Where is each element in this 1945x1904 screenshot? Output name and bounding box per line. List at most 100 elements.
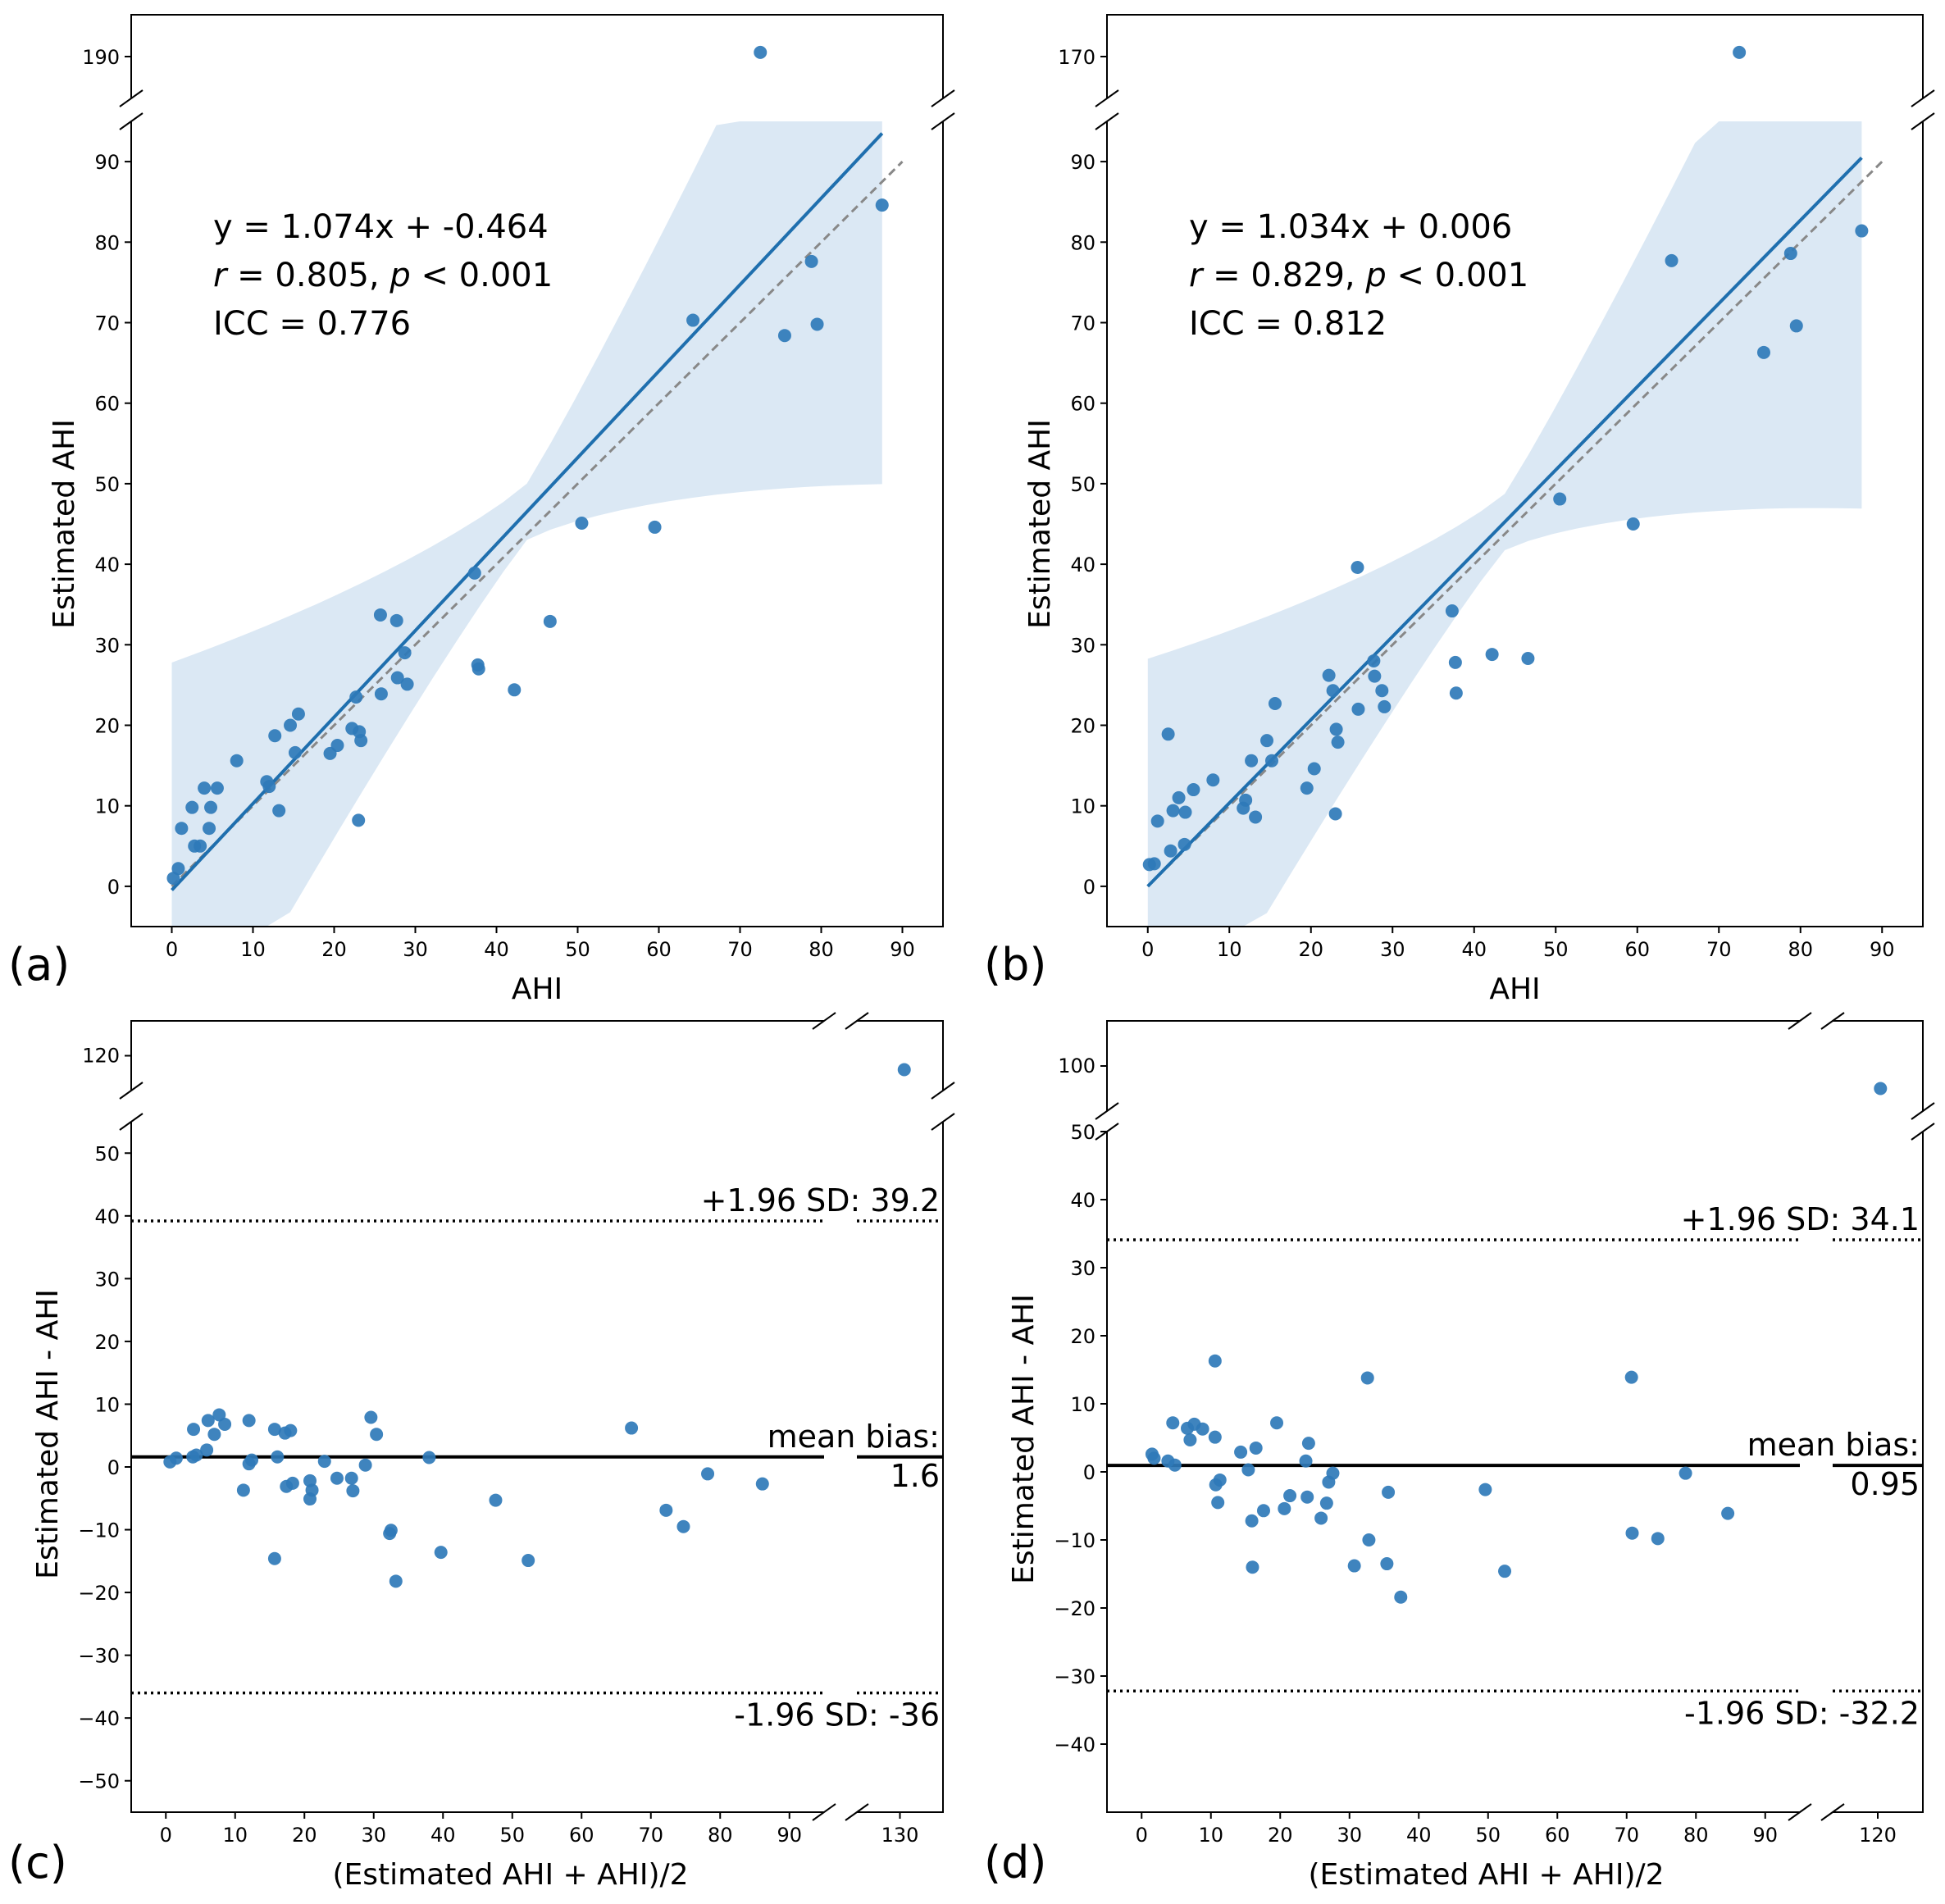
y-tick: 20 [94, 715, 131, 738]
x-axis-label: AHI [1489, 972, 1540, 1006]
data-point [467, 566, 481, 580]
data-point [422, 1451, 436, 1464]
x-tick: 40 [484, 927, 509, 961]
axes-frame-top-left [130, 1020, 824, 1091]
y-tick-label: 10 [1070, 795, 1095, 818]
x-tick-label: 80 [809, 938, 834, 961]
y-tick-label: 40 [94, 553, 120, 576]
y-tick: −50 [78, 1770, 131, 1793]
x-tick-label: 10 [222, 1824, 248, 1847]
y-tick: 20 [94, 1331, 131, 1354]
lower-loa-label: -1.96 SD: -36 [734, 1697, 940, 1733]
axes-frame [130, 121, 944, 927]
data-point [201, 1414, 215, 1428]
data-point [245, 1453, 259, 1467]
x-tick-label: 80 [708, 1824, 733, 1847]
y-tick-label: 190 [82, 46, 120, 69]
data-point [659, 1503, 673, 1517]
y-tick-label: 30 [1070, 634, 1095, 657]
y-axis-label: Estimated AHI [48, 419, 81, 629]
data-point [354, 734, 368, 748]
y-tick: 30 [94, 634, 131, 657]
data-point [1624, 1370, 1638, 1384]
r-value: = 0.829, [1202, 257, 1365, 294]
data-point [543, 614, 557, 628]
y-axis-label: Estimated AHI [1023, 419, 1057, 629]
y-tick: 0 [1083, 1461, 1107, 1484]
x-tick: 0 [160, 1812, 172, 1847]
panel-label: (a) [8, 939, 70, 991]
data-point [370, 1428, 384, 1442]
x-tick: 10 [1217, 927, 1242, 961]
break-mark [1095, 112, 1119, 130]
data-point [1314, 1511, 1328, 1525]
data-point [204, 800, 218, 814]
y-tick: 40 [94, 553, 131, 576]
x-tick: 70 [638, 1812, 663, 1847]
data-point [169, 1451, 183, 1465]
break-mark [1911, 1123, 1935, 1141]
y-tick-label: 10 [94, 795, 120, 818]
data-point [1380, 1557, 1394, 1571]
data-point [575, 517, 589, 531]
y-tick-label: −30 [78, 1645, 120, 1668]
data-point [1855, 224, 1869, 238]
y-tick-label: 90 [94, 151, 120, 174]
data-point [701, 1467, 715, 1481]
data-point [374, 687, 388, 701]
data-point [352, 813, 366, 827]
y-tick: −40 [78, 1707, 131, 1730]
x-tick-label: 20 [321, 938, 347, 961]
y-tick: 50 [1070, 473, 1107, 496]
x-tick: 10 [222, 1812, 248, 1847]
break-mark [931, 89, 955, 107]
y-tick: −20 [1054, 1597, 1107, 1620]
data-point [1625, 1526, 1639, 1540]
data-point [1166, 1416, 1180, 1430]
data-point [166, 872, 180, 886]
data-point [1208, 1354, 1222, 1368]
x-tick: 90 [890, 927, 915, 961]
y-tick-label: 40 [94, 1205, 120, 1228]
y-tick-label: −10 [78, 1519, 120, 1542]
r-value: = 0.805, [226, 257, 389, 294]
data-point [810, 317, 824, 331]
data-point [1329, 722, 1343, 736]
y-tick-label: 0 [107, 1456, 120, 1479]
data-point [1249, 810, 1263, 824]
x-tick-label: 10 [1217, 938, 1242, 961]
data-point [1351, 561, 1364, 575]
data-point [625, 1421, 639, 1435]
x-tick-label: 60 [569, 1824, 594, 1847]
y-tick-label: 0 [1083, 876, 1095, 899]
x-tick-label: 30 [361, 1824, 386, 1847]
data-point [1166, 804, 1180, 818]
x-tick: 90 [777, 1812, 802, 1847]
p-symbol: p [389, 257, 410, 294]
x-tick: 60 [569, 1812, 594, 1847]
data-point [1301, 1437, 1315, 1451]
x-tick-label: 90 [1752, 1824, 1778, 1847]
data-point [1498, 1565, 1512, 1578]
x-tick: 10 [1198, 1812, 1223, 1847]
data-point [489, 1493, 503, 1507]
x-tick-label: 20 [1268, 1824, 1293, 1847]
y-tick: 70 [94, 312, 131, 335]
data-point [1241, 1463, 1255, 1477]
data-point [330, 739, 344, 753]
x-tick: 70 [1614, 1812, 1639, 1847]
data-point [267, 1423, 281, 1437]
data-point [344, 1471, 358, 1485]
break-mark [845, 1012, 869, 1030]
data-point [1362, 1533, 1376, 1546]
y-tick-label: 0 [1083, 1461, 1095, 1484]
y-tick: 30 [94, 1268, 131, 1291]
break-mark [1911, 89, 1935, 107]
x-tick-label: 60 [646, 938, 672, 961]
outlier-point [754, 45, 768, 59]
data-point [389, 1574, 403, 1588]
data-point [1626, 517, 1640, 531]
y-tick-label: −30 [1054, 1665, 1095, 1688]
x-tick: 60 [1545, 1812, 1570, 1847]
p-symbol: p [1364, 257, 1386, 294]
